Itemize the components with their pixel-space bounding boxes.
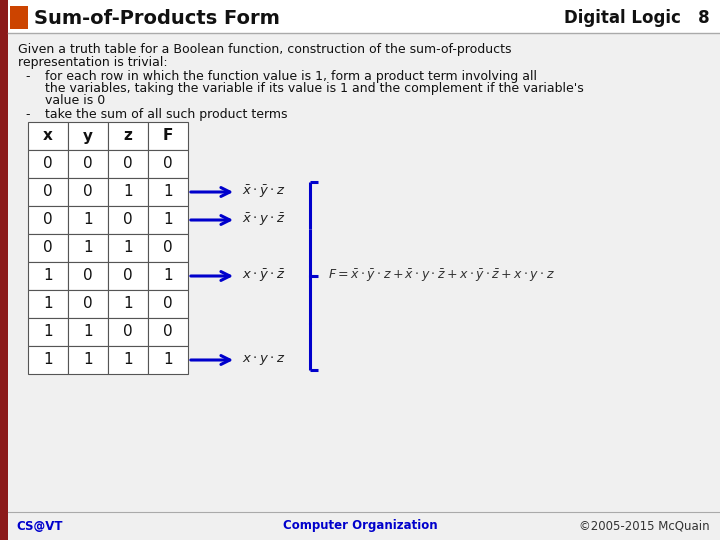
Text: Computer Organization: Computer Organization [283,519,437,532]
FancyBboxPatch shape [148,122,188,150]
Text: $x\cdot y\cdot z$: $x\cdot y\cdot z$ [242,353,286,367]
FancyBboxPatch shape [68,318,108,346]
Text: 1: 1 [123,353,132,368]
FancyBboxPatch shape [148,318,188,346]
Text: for each row in which the function value is 1, form a product term involving all: for each row in which the function value… [45,70,537,83]
Text: 0: 0 [43,157,53,172]
FancyBboxPatch shape [108,318,148,346]
FancyBboxPatch shape [0,0,8,540]
Text: 0: 0 [163,325,173,340]
FancyBboxPatch shape [148,150,188,178]
FancyBboxPatch shape [10,6,28,29]
Text: -: - [25,70,30,83]
FancyBboxPatch shape [8,0,720,33]
FancyBboxPatch shape [28,262,68,290]
Text: $\bar{x}\cdot y\cdot\bar{z}$: $\bar{x}\cdot y\cdot\bar{z}$ [242,212,286,228]
FancyBboxPatch shape [68,346,108,374]
FancyBboxPatch shape [28,290,68,318]
FancyBboxPatch shape [68,122,108,150]
FancyBboxPatch shape [108,234,148,262]
FancyBboxPatch shape [108,346,148,374]
Text: 1: 1 [84,240,93,255]
Text: 0: 0 [43,185,53,199]
FancyBboxPatch shape [8,0,720,540]
FancyBboxPatch shape [148,290,188,318]
Text: 1: 1 [84,213,93,227]
Text: 1: 1 [43,268,53,284]
FancyBboxPatch shape [148,262,188,290]
FancyBboxPatch shape [148,178,188,206]
Text: Sum-of-Products Form: Sum-of-Products Form [34,9,280,28]
FancyBboxPatch shape [148,206,188,234]
Text: 0: 0 [43,213,53,227]
Text: F: F [163,129,174,144]
Text: y: y [83,129,93,144]
Text: 1: 1 [163,185,173,199]
FancyBboxPatch shape [28,178,68,206]
Text: x: x [43,129,53,144]
Text: 0: 0 [163,240,173,255]
Text: $\bar{x}\cdot\bar{y}\cdot z$: $\bar{x}\cdot\bar{y}\cdot z$ [242,184,286,200]
FancyBboxPatch shape [68,234,108,262]
FancyBboxPatch shape [28,150,68,178]
Text: 0: 0 [123,213,132,227]
Text: 1: 1 [43,353,53,368]
FancyBboxPatch shape [28,318,68,346]
Text: 0: 0 [84,185,93,199]
Text: Given a truth table for a Boolean function, construction of the sum-of-products: Given a truth table for a Boolean functi… [18,43,511,56]
FancyBboxPatch shape [28,234,68,262]
Text: $F=\bar{x}\cdot\bar{y}\cdot z+\bar{x}\cdot y\cdot\bar{z}+x\cdot\bar{y}\cdot\bar{: $F=\bar{x}\cdot\bar{y}\cdot z+\bar{x}\cd… [328,268,555,284]
Text: take the sum of all such product terms: take the sum of all such product terms [45,108,287,121]
Text: 0: 0 [123,325,132,340]
Text: 0: 0 [123,268,132,284]
Text: CS@VT: CS@VT [16,519,63,532]
Text: 1: 1 [43,296,53,312]
FancyBboxPatch shape [68,290,108,318]
FancyBboxPatch shape [28,122,68,150]
FancyBboxPatch shape [108,206,148,234]
Text: 1: 1 [43,325,53,340]
Text: 1: 1 [163,213,173,227]
FancyBboxPatch shape [108,178,148,206]
Text: the variables, taking the variable if its value is 1 and the complement if the v: the variables, taking the variable if it… [45,82,584,95]
Text: 0: 0 [84,268,93,284]
Text: $x\cdot\bar{y}\cdot\bar{z}$: $x\cdot\bar{y}\cdot\bar{z}$ [242,268,286,284]
Text: 1: 1 [123,296,132,312]
Text: 0: 0 [163,296,173,312]
Text: 1: 1 [163,268,173,284]
Text: Digital Logic   8: Digital Logic 8 [564,9,710,27]
Text: 0: 0 [84,157,93,172]
Text: 1: 1 [163,353,173,368]
FancyBboxPatch shape [148,346,188,374]
FancyBboxPatch shape [28,346,68,374]
FancyBboxPatch shape [108,150,148,178]
Text: representation is trivial:: representation is trivial: [18,56,168,69]
FancyBboxPatch shape [68,206,108,234]
Text: 0: 0 [123,157,132,172]
Text: z: z [124,129,132,144]
FancyBboxPatch shape [148,234,188,262]
FancyBboxPatch shape [108,122,148,150]
Text: -: - [25,108,30,121]
Text: 0: 0 [43,240,53,255]
Text: ©2005-2015 McQuain: ©2005-2015 McQuain [580,519,710,532]
FancyBboxPatch shape [68,178,108,206]
FancyBboxPatch shape [68,262,108,290]
FancyBboxPatch shape [68,150,108,178]
Text: 1: 1 [84,353,93,368]
Text: 1: 1 [84,325,93,340]
FancyBboxPatch shape [28,206,68,234]
Text: 0: 0 [163,157,173,172]
Text: 1: 1 [123,240,132,255]
Text: value is 0: value is 0 [45,94,105,107]
Text: 0: 0 [84,296,93,312]
Text: 1: 1 [123,185,132,199]
FancyBboxPatch shape [108,290,148,318]
FancyBboxPatch shape [108,262,148,290]
